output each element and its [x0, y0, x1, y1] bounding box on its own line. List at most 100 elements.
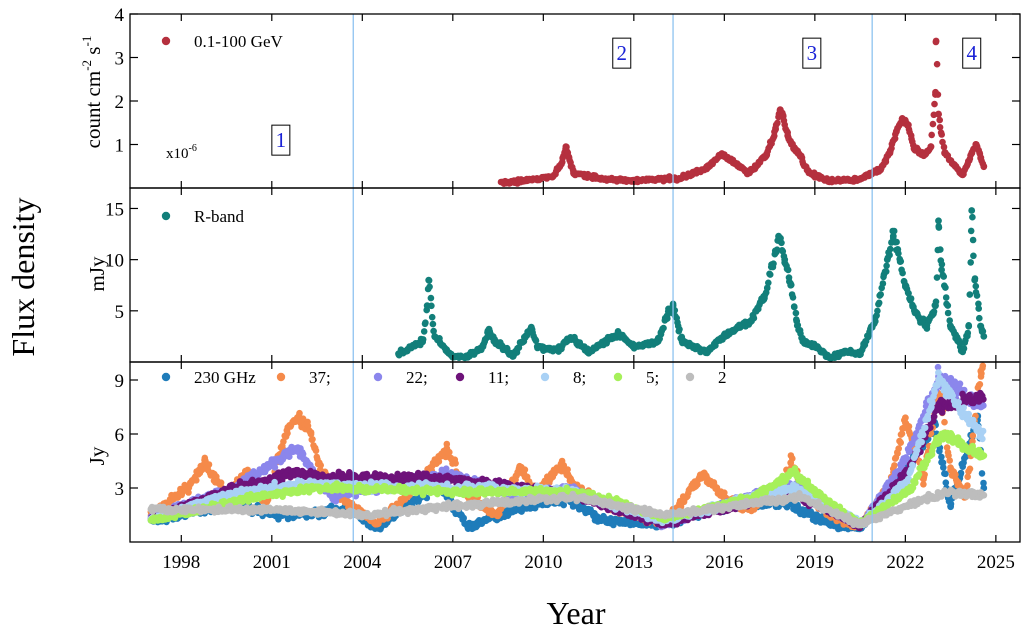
data-point — [560, 501, 567, 509]
data-point — [430, 327, 437, 335]
data-point — [443, 445, 451, 452]
data-point — [630, 343, 638, 350]
data-point — [826, 520, 834, 528]
data-point — [938, 453, 945, 461]
data-point — [460, 514, 468, 522]
data-point — [936, 116, 943, 124]
data-point — [766, 271, 774, 278]
data-point — [911, 145, 918, 153]
data-point — [283, 427, 291, 434]
data-point — [967, 259, 974, 266]
data-point — [769, 261, 776, 269]
data-point — [905, 121, 912, 129]
data-point — [630, 176, 638, 184]
data-point — [976, 314, 983, 322]
data-point — [940, 273, 947, 280]
data-point — [562, 143, 570, 151]
data-point — [760, 293, 767, 300]
data-point — [939, 459, 947, 467]
data-point — [907, 295, 915, 302]
data-point — [946, 317, 953, 324]
data-point — [533, 343, 541, 350]
data-point — [966, 465, 974, 473]
data-point — [940, 143, 948, 151]
data-point — [887, 245, 894, 253]
data-point — [435, 458, 443, 465]
data-point — [600, 175, 608, 183]
data-point — [694, 481, 701, 488]
data-point — [183, 484, 191, 492]
data-point — [886, 147, 894, 155]
data-point — [778, 239, 785, 247]
data-point — [787, 281, 795, 289]
data-point — [309, 436, 316, 443]
data-point — [427, 294, 435, 302]
data-point — [890, 227, 898, 235]
data-point — [931, 100, 938, 108]
data-point — [877, 165, 885, 172]
data-point — [654, 338, 662, 345]
data-point — [524, 176, 532, 184]
data-point — [328, 493, 336, 501]
data-point — [549, 173, 556, 181]
data-point — [784, 266, 792, 274]
data-point — [558, 461, 565, 468]
data-point — [793, 317, 801, 325]
data-point — [796, 152, 804, 159]
data-point — [423, 302, 431, 310]
data-point — [959, 348, 967, 356]
data-point — [944, 302, 952, 309]
data-point — [419, 338, 426, 345]
data-point — [789, 294, 797, 301]
data-point — [874, 307, 881, 315]
data-point — [775, 232, 782, 240]
data-point — [929, 120, 937, 128]
data-point — [966, 291, 974, 298]
data-point — [784, 132, 792, 140]
data-point — [702, 165, 710, 172]
data-point — [938, 261, 946, 268]
data-point — [779, 112, 787, 120]
data-point — [971, 276, 979, 284]
data-point — [930, 308, 938, 315]
data-point — [307, 430, 315, 438]
data-point — [891, 462, 898, 469]
data-point — [565, 154, 573, 162]
data-point — [452, 460, 459, 467]
data-point — [765, 279, 772, 287]
data-point — [479, 343, 487, 350]
data-point — [968, 207, 976, 214]
data-point — [295, 412, 303, 420]
data-point — [976, 381, 984, 388]
data-point — [776, 106, 784, 114]
series-gamma-1 — [497, 37, 988, 187]
data-point — [941, 418, 948, 426]
series-optical-1 — [395, 207, 988, 362]
data-point — [428, 313, 436, 321]
data-point — [980, 162, 988, 170]
data-point — [892, 127, 900, 135]
data-point — [927, 143, 935, 151]
data-point — [879, 280, 887, 287]
data-point — [736, 322, 743, 330]
data-point — [935, 224, 943, 231]
data-point — [567, 334, 574, 341]
data-point — [555, 346, 562, 354]
data-point — [745, 169, 752, 177]
data-point — [425, 276, 433, 284]
data-point — [461, 354, 469, 362]
data-point — [946, 457, 953, 464]
data-point — [799, 338, 807, 345]
data-point — [422, 319, 429, 327]
data-point — [975, 300, 982, 308]
data-point — [883, 256, 891, 263]
data-point — [920, 152, 927, 159]
data-point — [856, 350, 864, 358]
data-point — [395, 350, 402, 358]
data-point — [420, 328, 428, 335]
data-point — [509, 506, 517, 513]
data-point — [970, 252, 977, 260]
data-point — [429, 320, 437, 328]
data-point — [426, 283, 433, 291]
